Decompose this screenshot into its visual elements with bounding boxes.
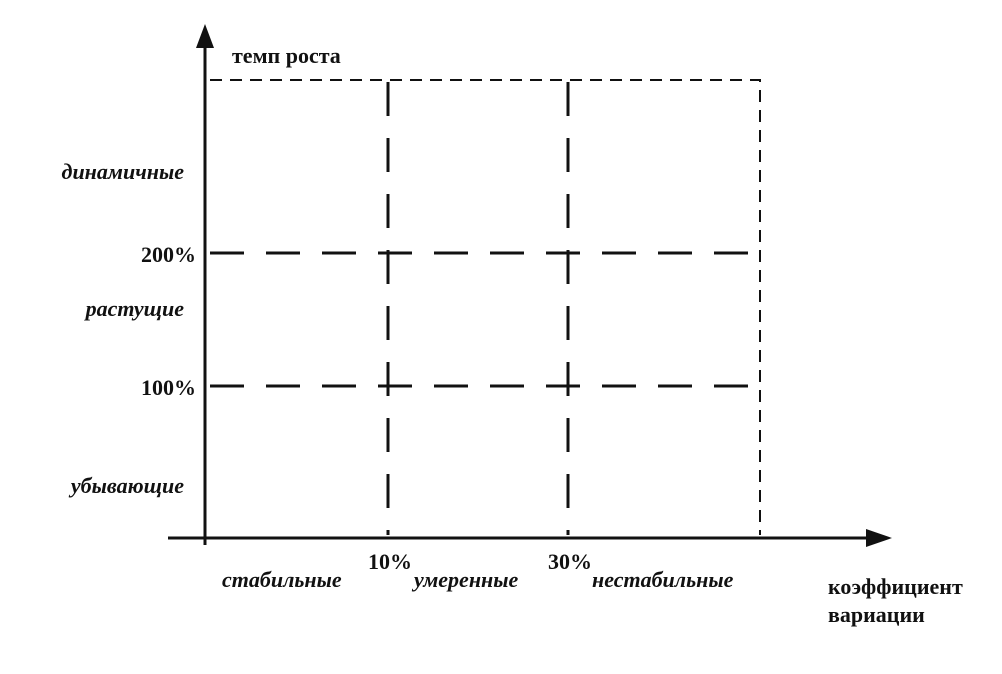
x-axis-title: коэффициент (828, 574, 963, 599)
x-axis-title: вариации (828, 602, 925, 627)
row-label: динамичные (62, 159, 185, 184)
tick-label: 200% (141, 242, 196, 267)
frame (210, 79, 761, 535)
tick-label: 30% (548, 549, 592, 574)
y-axis-title: темп роста (232, 43, 341, 68)
y-arrow (196, 24, 214, 48)
row-label: растущие (84, 296, 185, 321)
tick-label: 100% (141, 375, 196, 400)
x-arrow (866, 529, 892, 547)
column-label: умеренные (411, 567, 519, 592)
column-label: стабильные (222, 567, 342, 592)
row-label: убывающие (68, 473, 184, 498)
column-label: нестабильные (592, 567, 734, 592)
tick-label: 10% (368, 549, 412, 574)
